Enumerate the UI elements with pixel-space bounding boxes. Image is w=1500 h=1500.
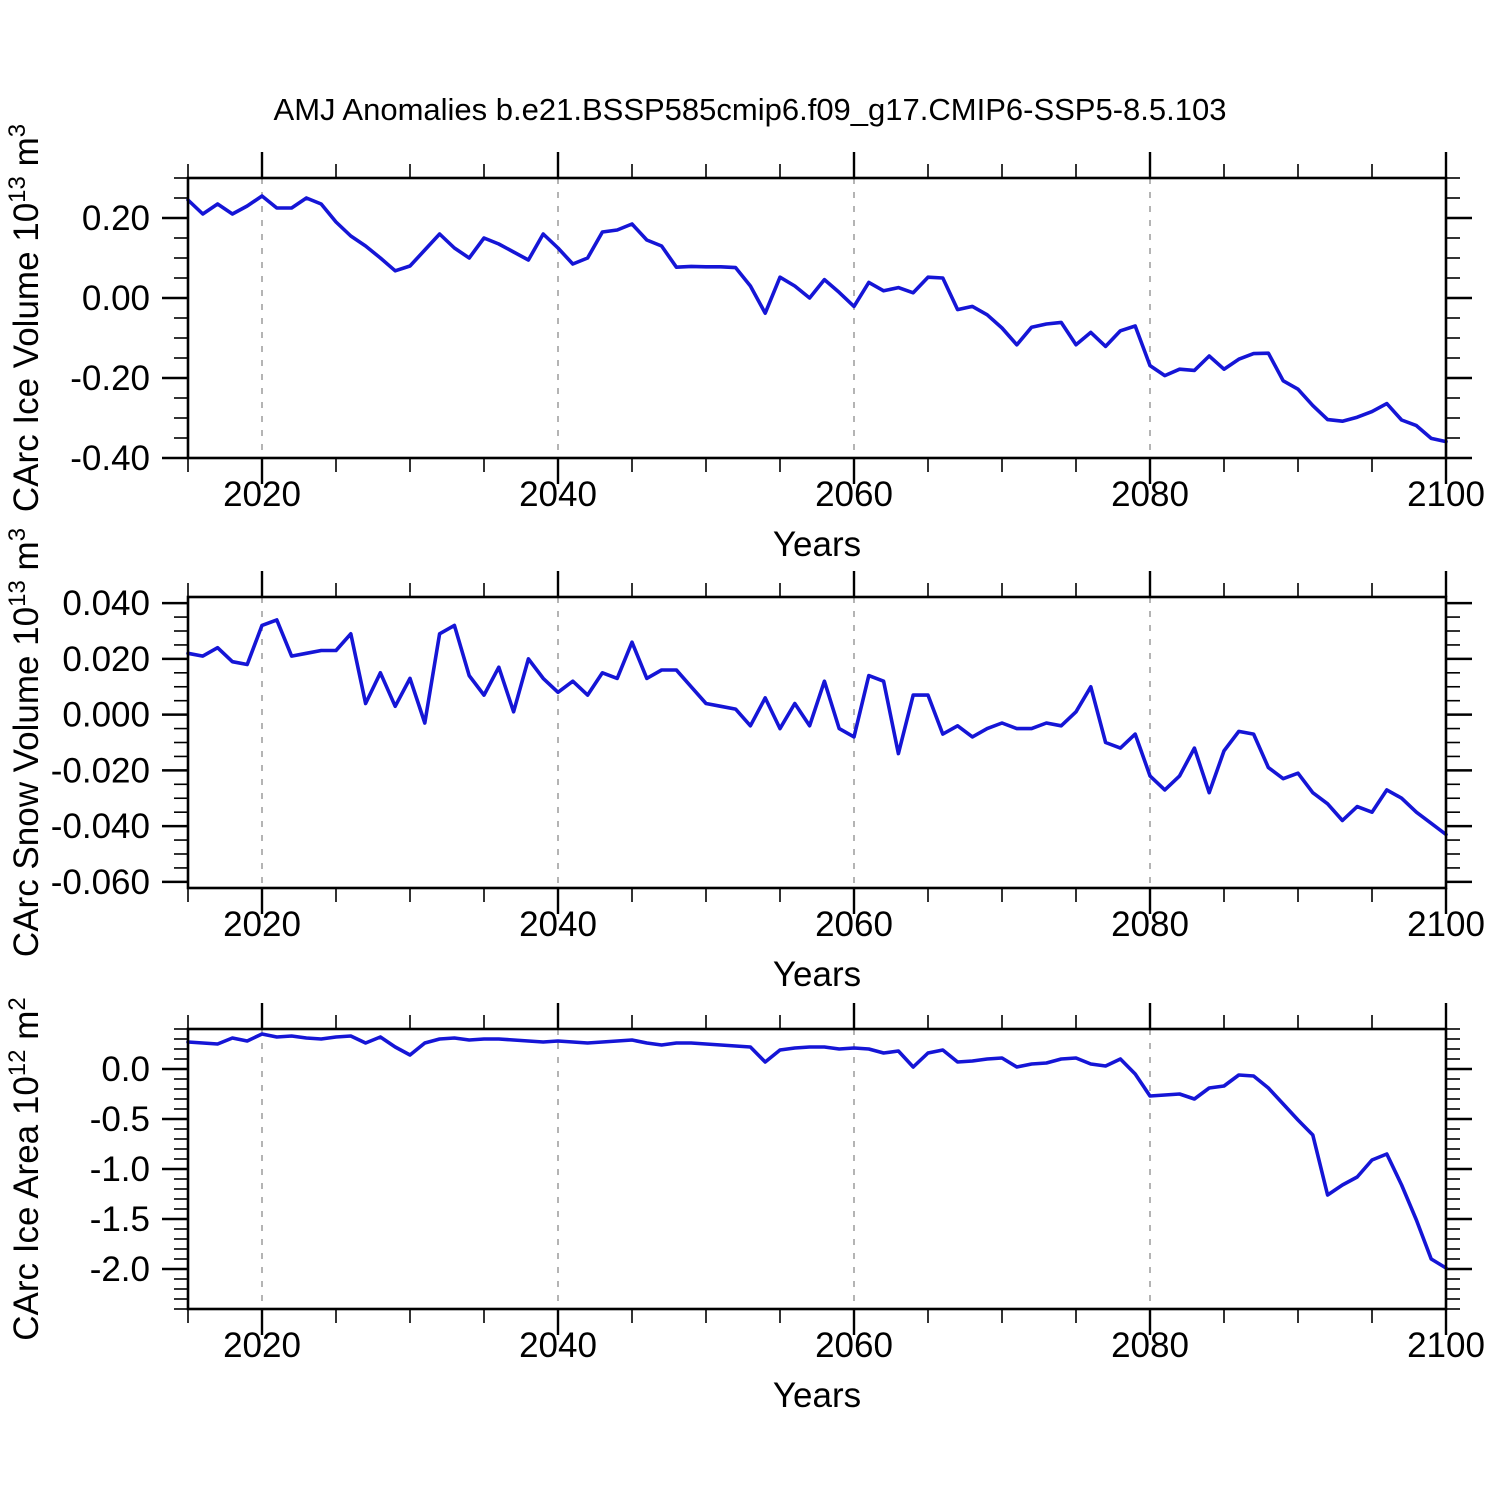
y-axis-label: CArc Ice Area 1012 m2 (4, 997, 46, 1341)
plot-frame-ice-volume (186, 176, 1448, 460)
x-tick-label-2060: 2060 (815, 475, 893, 514)
y-tick-label-0.040: 0.040 (62, 584, 150, 623)
y-tick-label-0.20: 0.20 (82, 199, 150, 238)
x-tick-label-2080: 2080 (1111, 905, 1189, 944)
y-tick-label--0.040: -0.040 (51, 807, 150, 846)
x-tick-label-2100: 2100 (1407, 1326, 1485, 1365)
x-tick-label-2020: 2020 (223, 905, 301, 944)
chart-title: AMJ Anomalies b.e21.BSSP585cmip6.f09_g17… (273, 92, 1227, 127)
x-tick-label-2040: 2040 (519, 1326, 597, 1365)
x-tick-label-2100: 2100 (1407, 905, 1485, 944)
y-tick-label--0.060: -0.060 (51, 863, 150, 902)
x-tick-label-2060: 2060 (815, 905, 893, 944)
panel-ice-volume: 0.20 0.00 -0.20 -0.40 2020 2040 2060 2080 2100 Ye… (4, 124, 1485, 564)
data-line-snow-volume (186, 618, 1448, 837)
x-axis-label: Years (773, 1376, 861, 1415)
x-tick-label-2080: 2080 (1111, 475, 1189, 514)
data-line-ice-volume (186, 194, 1448, 444)
x-axis-label: Years (773, 955, 861, 994)
y-tick-label--1.0: -1.0 (90, 1150, 150, 1189)
x-tick-label-2040: 2040 (519, 905, 597, 944)
x-tick-label-2040: 2040 (519, 475, 597, 514)
x-tick-label-2100: 2100 (1407, 475, 1485, 514)
y-axis-label: CArc Snow Volume 1013 m3 (4, 528, 46, 957)
y-tick-label--0.5: -0.5 (90, 1100, 150, 1139)
panel-ice-area: 0.0 -0.5 -1.0 -1.5 -2.0 2020 2040 2060 2080 2100 Y… (4, 997, 1485, 1415)
x-tick-label-2020: 2020 (223, 1326, 301, 1365)
plot-frame-ice-area (186, 1027, 1448, 1311)
y-tick-label--1.5: -1.5 (90, 1200, 150, 1239)
data-line-ice-area (186, 1032, 1448, 1270)
y-tick-label-0.0: 0.0 (101, 1050, 150, 1089)
x-tick-label-2080: 2080 (1111, 1326, 1189, 1365)
x-axis-label: Years (773, 525, 861, 564)
x-tick-label-2060: 2060 (815, 1326, 893, 1365)
plot-frame-snow-volume (186, 595, 1448, 890)
x-tick-label-2020: 2020 (223, 475, 301, 514)
y-tick-label-0.00: 0.00 (82, 279, 150, 318)
y-tick-label--0.20: -0.20 (70, 359, 150, 398)
y-tick-label--2.0: -2.0 (90, 1250, 150, 1289)
y-tick-label--0.40: -0.40 (70, 439, 150, 478)
y-tick-label--0.020: -0.020 (51, 751, 150, 790)
y-tick-label-0.020: 0.020 (62, 640, 150, 679)
y-axis-label: CArc Ice Volume 1013 m3 (4, 124, 46, 512)
y-tick-label-0.000: 0.000 (62, 696, 150, 735)
panel-snow-volume: 0.040 0.020 0.000 -0.020 -0.040 -0.060 2020 204… (4, 528, 1485, 994)
